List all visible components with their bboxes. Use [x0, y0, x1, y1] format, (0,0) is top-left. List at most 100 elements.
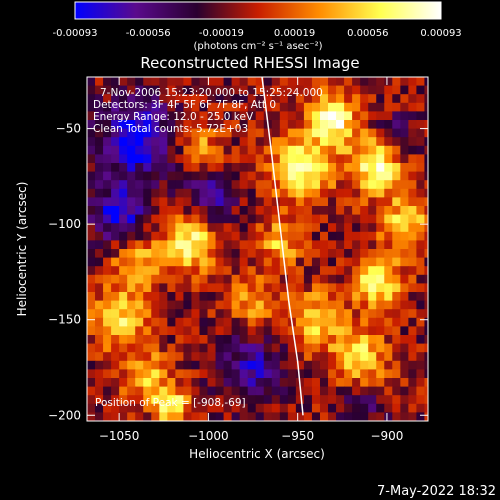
heatmap-cell: [127, 403, 136, 413]
heatmap-cell: [328, 249, 337, 259]
heatmap-cell: [151, 403, 160, 413]
heatmap-cell: [352, 180, 361, 190]
heatmap-cell: [143, 145, 152, 155]
heatmap-cell: [199, 231, 209, 241]
heatmap-cell: [400, 274, 409, 284]
heatmap-cell: [135, 111, 144, 121]
heatmap-cell: [319, 145, 329, 155]
heatmap-cell: [103, 180, 112, 190]
heatmap-cell: [408, 120, 417, 130]
heatmap-cell: [175, 266, 184, 276]
heatmap-cell: [271, 240, 281, 250]
heatmap-cell: [215, 403, 225, 413]
heatmap-cell: [279, 214, 289, 224]
heatmap-cell: [223, 240, 233, 250]
heatmap-cell: [87, 128, 96, 138]
heatmap-cell: [231, 395, 241, 405]
heatmap-cell: [191, 266, 201, 276]
heatmap-cell: [408, 171, 417, 181]
heatmap-cell: [408, 197, 417, 207]
heatmap-cell: [191, 111, 201, 121]
heatmap-cell: [215, 378, 225, 388]
heatmap-cell: [207, 197, 217, 207]
heatmap-cell: [119, 249, 128, 259]
heatmap-cell: [408, 249, 417, 259]
heatmap-cell: [175, 214, 184, 224]
heatmap-cell: [103, 317, 112, 327]
heatmap-cell: [175, 145, 184, 155]
heatmap-cell: [183, 300, 193, 310]
heatmap-cell: [368, 180, 377, 190]
heatmap-cell: [384, 283, 393, 293]
heatmap-cell: [263, 223, 273, 233]
heatmap-cell: [151, 188, 160, 198]
heatmap-cell: [111, 77, 120, 87]
heatmap-cell: [231, 360, 241, 370]
heatmap-cell: [159, 326, 168, 336]
heatmap-cell: [360, 128, 369, 138]
heatmap-cell: [239, 309, 249, 319]
heatmap-cell: [111, 94, 120, 104]
heatmap-cell: [352, 249, 361, 259]
heatmap-cell: [247, 94, 257, 104]
heatmap-cell: [416, 386, 426, 396]
heatmap-cell: [408, 111, 417, 121]
heatmap-cell: [135, 352, 144, 362]
heatmap-cell: [87, 145, 96, 155]
heatmap-cell: [239, 249, 249, 259]
heatmap-cell: [207, 77, 217, 87]
heatmap-cell: [239, 77, 249, 87]
heatmap-cell: [119, 360, 128, 370]
heatmap-cell: [215, 369, 225, 379]
heatmap-cell: [127, 257, 136, 267]
heatmap-cell: [368, 102, 377, 112]
heatmap-cell: [87, 283, 96, 293]
heatmap-cell: [135, 257, 144, 267]
heatmap-cell: [384, 111, 393, 121]
heatmap-cell: [87, 77, 96, 87]
heatmap-cell: [199, 326, 209, 336]
heatmap-cell: [183, 163, 193, 173]
heatmap-cell: [400, 154, 409, 164]
heatmap-cell: [119, 77, 128, 87]
heatmap-cell: [360, 317, 369, 327]
heatmap-cell: [400, 231, 409, 241]
heatmap-cell: [424, 154, 428, 164]
heatmap-cell: [287, 206, 297, 216]
heatmap-cell: [295, 343, 305, 353]
heatmap-cell: [319, 171, 329, 181]
heatmap-cell: [151, 223, 160, 233]
heatmap-cell: [328, 412, 337, 421]
heatmap-cell: [167, 145, 176, 155]
heatmap-cell: [175, 120, 184, 130]
heatmap-cell: [336, 317, 345, 327]
heatmap-cell: [223, 223, 233, 233]
heatmap-cell: [400, 111, 409, 121]
heatmap-cell: [95, 145, 104, 155]
heatmap-cell: [311, 292, 321, 302]
heatmap-cell: [111, 197, 120, 207]
heatmap-cell: [271, 85, 281, 95]
heatmap-cell: [183, 137, 193, 147]
heatmap-cell: [207, 145, 217, 155]
heatmap-cell: [392, 85, 401, 95]
heatmap-cell: [303, 214, 313, 224]
heatmap-cell: [360, 386, 369, 396]
heatmap-cell: [103, 249, 112, 259]
heatmap-cell: [416, 120, 426, 130]
heatmap-cell: [295, 317, 305, 327]
heatmap-cell: [400, 120, 409, 130]
heatmap-cell: [263, 257, 273, 267]
heatmap-cell: [384, 274, 393, 284]
heatmap-cell: [263, 343, 273, 353]
heatmap-cell: [247, 214, 257, 224]
heatmap-cell: [143, 283, 152, 293]
heatmap-cell: [143, 188, 152, 198]
heatmap-cell: [416, 395, 426, 405]
heatmap-cell: [408, 378, 417, 388]
heatmap-cell: [328, 266, 337, 276]
heatmap-cell: [424, 188, 428, 198]
heatmap-cell: [167, 137, 176, 147]
heatmap-cell: [392, 163, 401, 173]
heatmap-cell: [167, 386, 176, 396]
